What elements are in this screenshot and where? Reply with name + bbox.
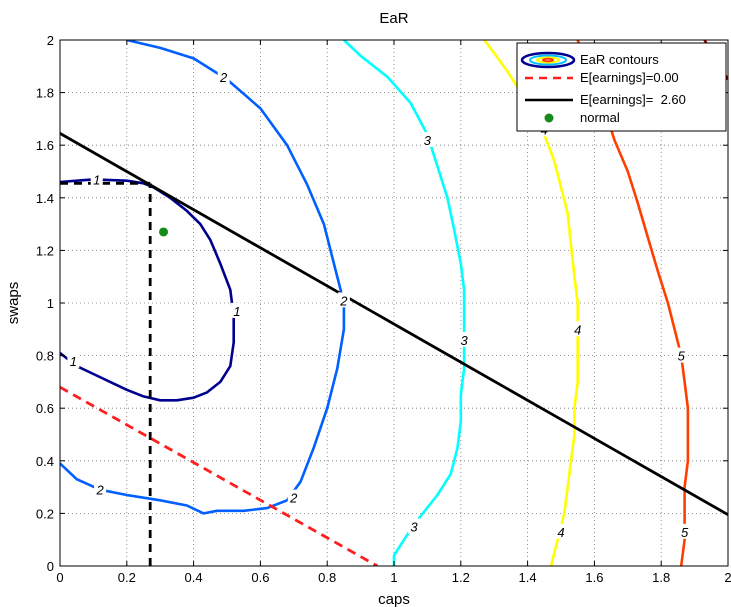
contour-label: 4 [557, 525, 564, 540]
legend: EaR contours E[earnings]=0.00 E[earnings… [516, 42, 727, 132]
contour-level-3 [343, 40, 466, 566]
contour-label: 1 [233, 304, 240, 319]
x-tick-label: 1.4 [519, 570, 537, 585]
contour-label: 2 [289, 491, 298, 506]
y-tick-label: 0 [47, 559, 54, 574]
contour-label-bg [555, 523, 567, 539]
contour-label: 2 [339, 293, 348, 308]
x-tick-label: 0.4 [185, 570, 203, 585]
y-tick-label: 1.2 [36, 243, 54, 258]
contour-label: 5 [681, 525, 689, 540]
y-tick-label: 0.8 [36, 349, 54, 364]
y-tick-label: 0.6 [36, 401, 54, 416]
x-tick-label: 0.6 [251, 570, 269, 585]
contour-label-bg [337, 292, 350, 308]
legend-label-zero-earnings: E[earnings]=0.00 [580, 70, 679, 85]
x-tick-label: 1.8 [652, 570, 670, 585]
reference-lines [60, 181, 152, 566]
legend-dot-swatch [544, 113, 554, 123]
y-axis-ticks: 0 0.2 0.4 0.6 0.8 1 1.2 1.4 1.6 1.8 2 [36, 33, 728, 574]
contour-label: 5 [678, 349, 686, 364]
x-tick-label: 0 [56, 570, 63, 585]
legend-item-contours: EaR contours [520, 51, 659, 69]
contour-label-bg [421, 131, 434, 147]
contour-label: 4 [574, 322, 581, 337]
contour-label-bg [678, 523, 691, 539]
earnings-260-line [60, 132, 728, 516]
points [159, 227, 169, 237]
contour-label-bg [67, 352, 80, 368]
x-tick-label: 0.2 [118, 570, 136, 585]
contour-label-bg [90, 171, 103, 187]
contour-label: 3 [410, 520, 418, 535]
contour-label: 3 [424, 133, 432, 148]
legend-item-earnings-260: E[earnings]= 2.60 [525, 92, 686, 107]
y-tick-label: 1.6 [36, 138, 54, 153]
y-tick-label: 0.4 [36, 454, 54, 469]
contour-label: 1 [93, 172, 100, 187]
contour-label-bg [408, 518, 421, 534]
y-tick-label: 1 [47, 296, 54, 311]
legend-label-contours: EaR contours [580, 52, 659, 67]
contour-label-bg [571, 321, 584, 337]
legend-label-normal: normal [580, 110, 620, 125]
y-tick-label: 1.8 [36, 86, 54, 101]
chart-title: EaR [379, 10, 408, 27]
contour-label: 3 [461, 333, 469, 348]
legend-item-normal: normal [544, 110, 620, 125]
contour-label-bg [287, 489, 300, 505]
contour-legend-icon [520, 51, 576, 69]
legend-label-earnings-260: E[earnings]= 2.60 [580, 92, 686, 107]
contour-label-bg [217, 68, 230, 84]
contour-label-bg [458, 331, 471, 347]
x-tick-label: 0.8 [318, 570, 336, 585]
x-tick-label: 1.6 [585, 570, 603, 585]
y-tick-label: 0.2 [36, 506, 54, 521]
contour-label-bg [94, 481, 107, 497]
contour-label: 2 [95, 483, 104, 498]
x-axis-ticks: 0 0.2 0.4 0.6 0.8 1 1.2 1.4 1.6 1.8 2 [56, 40, 731, 585]
x-axis-label: caps [378, 591, 410, 607]
contour-label-bg [231, 302, 244, 318]
contour-level-2 [60, 40, 346, 515]
lines [60, 132, 728, 566]
legend-item-zero-earnings: E[earnings]=0.00 [525, 70, 679, 85]
y-axis-label: swaps [5, 282, 22, 325]
x-tick-label: 2 [724, 570, 731, 585]
zero-earnings-line [60, 385, 378, 566]
contour-label: 1 [70, 354, 77, 369]
x-tick-label: 1 [390, 570, 397, 585]
y-tick-label: 2 [47, 33, 54, 48]
normal-point [159, 227, 169, 237]
y-tick-label: 1.4 [36, 191, 54, 206]
contour-label-bg [675, 347, 688, 363]
x-tick-label: 1.2 [452, 570, 470, 585]
contour-label: 2 [219, 70, 228, 85]
